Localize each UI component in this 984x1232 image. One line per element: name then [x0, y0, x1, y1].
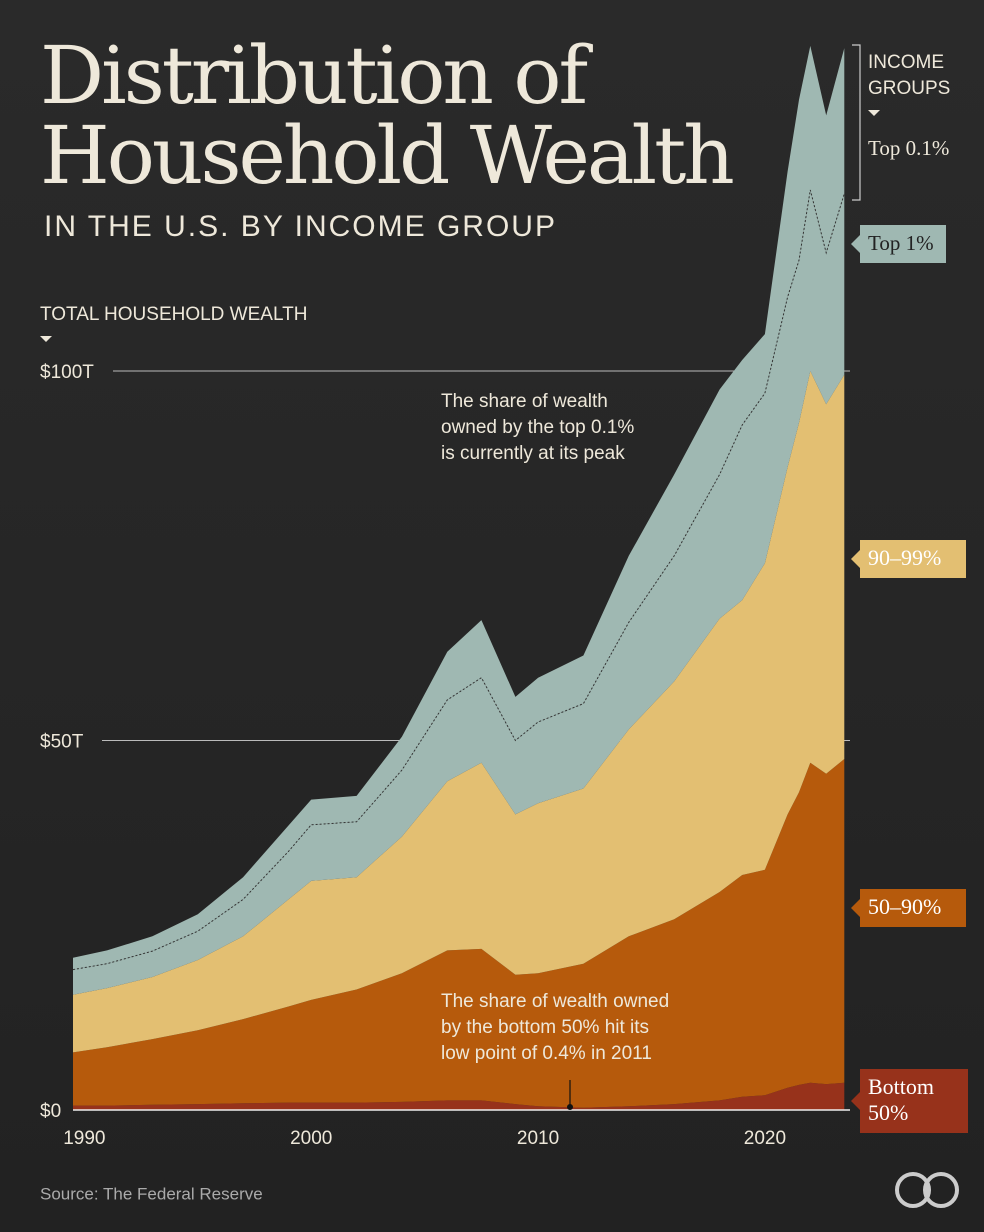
logo	[895, 1172, 959, 1208]
x-tick-label: 2010	[517, 1128, 559, 1149]
annotation: owned by the top 0.1%	[441, 417, 634, 438]
legend-label: Top 0.1%	[868, 136, 949, 160]
annotation: by the bottom 50% hit its	[441, 1017, 649, 1038]
boundary-line	[72, 189, 845, 971]
legend-label: 50%	[868, 1100, 908, 1125]
legend-label: 90–99%	[868, 545, 941, 570]
source: Source: The Federal Reserve	[40, 1184, 263, 1203]
y-tick-label: $50T	[40, 732, 84, 753]
chart-title: Distribution of	[40, 29, 594, 122]
annotation: is currently at its peak	[441, 443, 625, 464]
y-axis-label: TOTAL HOUSEHOLD WEALTH	[40, 304, 307, 325]
y-tick-label: $100T	[40, 362, 94, 383]
annotation: The share of wealth	[441, 391, 608, 412]
area	[73, 371, 845, 1053]
legend-label: 50–90%	[868, 894, 941, 919]
marker	[40, 336, 52, 342]
chart-title: Household Wealth	[40, 109, 733, 202]
area	[73, 1082, 845, 1110]
area	[73, 45, 845, 970]
legend-label: Bottom	[868, 1074, 934, 1099]
annotation: The share of wealth owned	[441, 991, 669, 1012]
bracket	[852, 44, 861, 201]
legend-label: Top 1%	[868, 231, 934, 255]
legend-title: INCOME	[868, 52, 944, 73]
legend-title: GROUPS	[868, 78, 950, 99]
legend-box	[851, 225, 946, 263]
area	[73, 190, 845, 995]
legend-box	[851, 1069, 968, 1133]
legend-box	[851, 540, 966, 578]
y-tick-label: $0	[40, 1101, 61, 1122]
marker	[868, 110, 880, 116]
annotation-dot	[567, 1104, 573, 1110]
legend-box	[851, 889, 966, 927]
chart-subtitle: IN THE U.S. BY INCOME GROUP	[44, 210, 557, 243]
x-tick-label: 1990	[63, 1128, 105, 1149]
area	[73, 759, 845, 1108]
x-tick-label: 2020	[744, 1128, 786, 1149]
x-tick-label: 2000	[290, 1128, 332, 1149]
annotation: low point of 0.4% in 2011	[441, 1043, 652, 1064]
